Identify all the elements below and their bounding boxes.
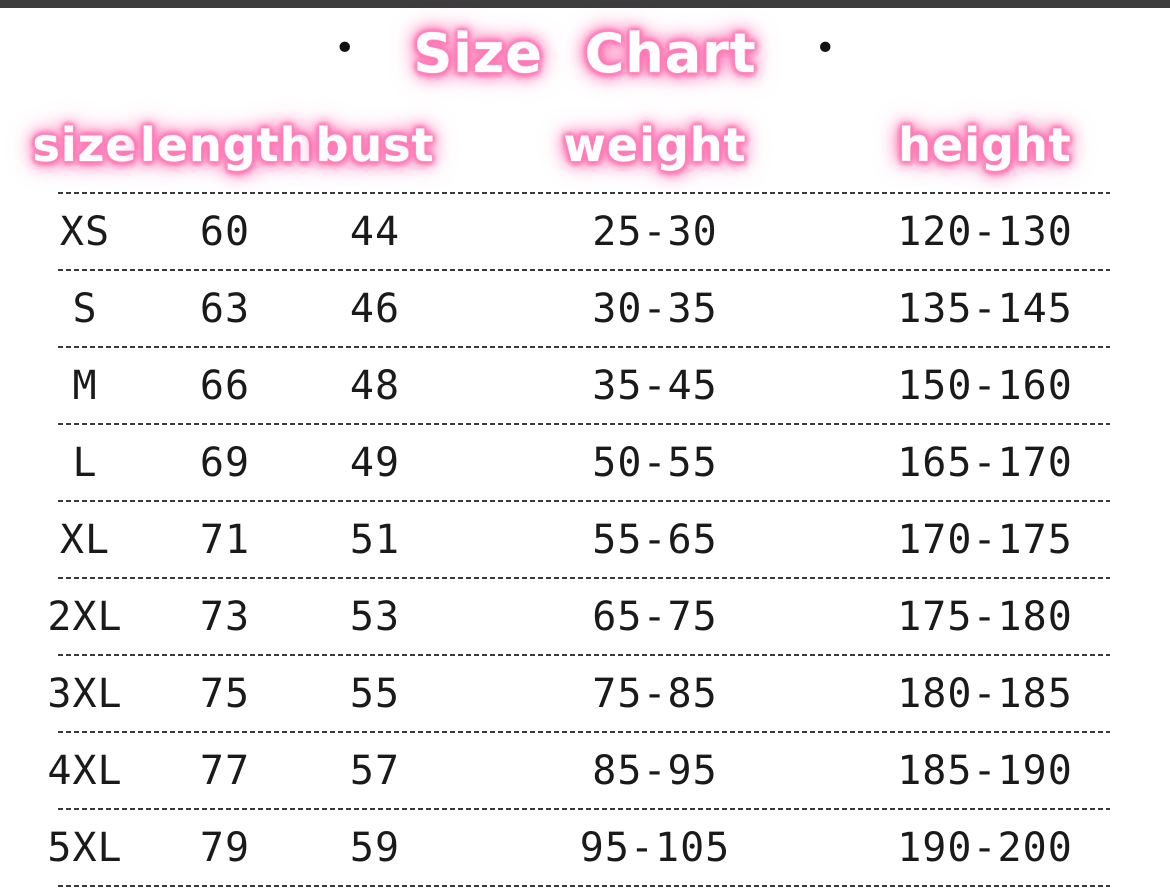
cell-weight: 55-65 xyxy=(592,516,718,563)
cell-height: 185-190 xyxy=(897,747,1073,794)
cell-length: 73 xyxy=(199,593,251,640)
cell-size: 5XL xyxy=(47,824,123,871)
column-header-bust: bust xyxy=(315,118,435,172)
page-title: Size Chart xyxy=(413,21,757,85)
cell-length: 75 xyxy=(199,670,251,717)
table-row: 5XL 79 59 95-105 190-200 xyxy=(0,810,1170,885)
cell-bust: 48 xyxy=(349,362,401,409)
cell-weight: 85-95 xyxy=(592,747,718,794)
cell-weight: 65-75 xyxy=(592,593,718,640)
cell-length: 71 xyxy=(199,516,251,563)
cell-weight: 95-105 xyxy=(579,824,731,871)
cell-bust: 44 xyxy=(349,208,401,255)
column-header-length: length xyxy=(140,118,314,172)
cell-height: 135-145 xyxy=(897,285,1073,332)
row-divider xyxy=(58,269,1110,271)
cell-weight: 30-35 xyxy=(592,285,718,332)
row-divider xyxy=(58,885,1110,887)
row-divider xyxy=(58,577,1110,579)
cell-height: 190-200 xyxy=(897,824,1073,871)
row-divider xyxy=(58,423,1110,425)
row-divider xyxy=(58,346,1110,348)
table-row: 2XL 73 53 65-75 175-180 xyxy=(0,579,1170,654)
cell-size: S xyxy=(72,285,98,332)
table-row: 4XL 77 57 85-95 185-190 xyxy=(0,733,1170,808)
row-divider xyxy=(58,192,1110,194)
cell-size: XS xyxy=(59,208,111,255)
table-row: 3XL 75 55 75-85 180-185 xyxy=(0,656,1170,731)
cell-size: 4XL xyxy=(47,747,123,794)
column-header-height: height xyxy=(898,118,1072,172)
cell-bust: 49 xyxy=(349,439,401,486)
table-header-row: size length bust weight height xyxy=(0,98,1170,192)
row-divider xyxy=(58,731,1110,733)
cell-length: 77 xyxy=(199,747,251,794)
cell-height: 175-180 xyxy=(897,593,1073,640)
cell-size: XL xyxy=(59,516,111,563)
table-row: S 63 46 30-35 135-145 xyxy=(0,271,1170,346)
cell-length: 79 xyxy=(199,824,251,871)
column-header-size: size xyxy=(32,118,138,172)
cell-length: 69 xyxy=(199,439,251,486)
row-divider xyxy=(58,500,1110,502)
cell-bust: 55 xyxy=(349,670,401,717)
bullet-left-icon: • xyxy=(334,28,356,69)
top-bar xyxy=(0,0,1170,8)
cell-bust: 59 xyxy=(349,824,401,871)
cell-bust: 51 xyxy=(349,516,401,563)
cell-weight: 25-30 xyxy=(592,208,718,255)
table-row: M 66 48 35-45 150-160 xyxy=(0,348,1170,423)
cell-length: 63 xyxy=(199,285,251,332)
cell-bust: 46 xyxy=(349,285,401,332)
cell-height: 165-170 xyxy=(897,439,1073,486)
cell-size: 2XL xyxy=(47,593,123,640)
cell-size: M xyxy=(72,362,98,409)
cell-height: 180-185 xyxy=(897,670,1073,717)
column-header-weight: weight xyxy=(563,118,747,172)
cell-height: 120-130 xyxy=(897,208,1073,255)
title-row: • Size Chart • xyxy=(0,8,1170,98)
bullet-right-icon: • xyxy=(814,28,836,69)
table-row: XS 60 44 25-30 120-130 xyxy=(0,194,1170,269)
cell-weight: 50-55 xyxy=(592,439,718,486)
cell-height: 150-160 xyxy=(897,362,1073,409)
table-row: XL 71 51 55-65 170-175 xyxy=(0,502,1170,577)
cell-weight: 75-85 xyxy=(592,670,718,717)
cell-bust: 57 xyxy=(349,747,401,794)
cell-bust: 53 xyxy=(349,593,401,640)
cell-size: L xyxy=(72,439,98,486)
cell-length: 60 xyxy=(199,208,251,255)
row-divider xyxy=(58,808,1110,810)
cell-height: 170-175 xyxy=(897,516,1073,563)
cell-weight: 35-45 xyxy=(592,362,718,409)
cell-length: 66 xyxy=(199,362,251,409)
row-divider xyxy=(58,654,1110,656)
table-row: L 69 49 50-55 165-170 xyxy=(0,425,1170,500)
cell-size: 3XL xyxy=(47,670,123,717)
